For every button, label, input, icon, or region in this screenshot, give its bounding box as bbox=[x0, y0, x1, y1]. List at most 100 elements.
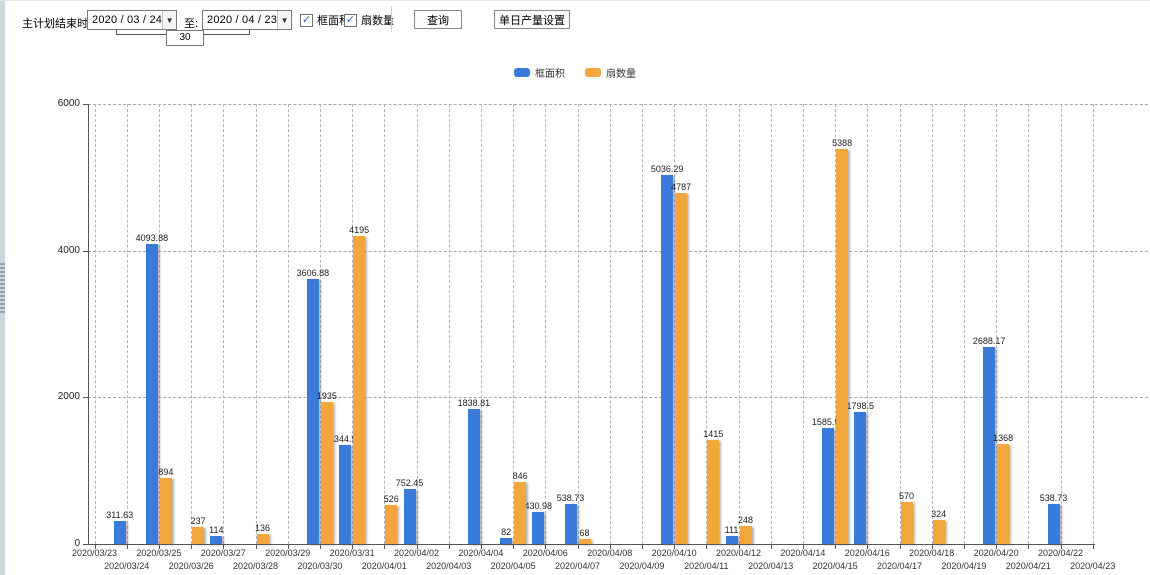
bar-value-label: 1344.95 bbox=[328, 434, 362, 444]
y-axis bbox=[88, 104, 89, 544]
bar bbox=[385, 505, 398, 544]
x-axis-tick bbox=[158, 545, 160, 549]
bar bbox=[514, 482, 527, 544]
bar bbox=[159, 478, 172, 544]
query-button[interactable]: 查询 bbox=[414, 10, 462, 29]
chevron-down-icon[interactable]: ▼ bbox=[162, 11, 176, 29]
x-axis-tick bbox=[545, 545, 547, 549]
grid-line-v bbox=[480, 104, 482, 544]
x-axis-tick bbox=[867, 545, 869, 549]
legend-label: 框面积 bbox=[535, 69, 565, 80]
x-tick-label: 2020/04/17 bbox=[876, 561, 923, 571]
bar bbox=[900, 502, 913, 544]
grid-line-h bbox=[88, 104, 1148, 105]
legend-item-sash-count[interactable]: 扇数量 bbox=[585, 65, 636, 80]
end-date-picker[interactable]: 2020 / 04 / 23 ▼ bbox=[202, 10, 292, 30]
legend-label: 扇数量 bbox=[606, 69, 636, 80]
x-axis-tick bbox=[802, 545, 804, 549]
x-axis-tick bbox=[577, 545, 579, 549]
bar-value-label: 526 bbox=[383, 494, 399, 504]
grid-line-v bbox=[1028, 104, 1030, 544]
bar bbox=[997, 444, 1010, 544]
bar-value-label: 846 bbox=[512, 471, 528, 481]
x-axis-tick bbox=[287, 545, 289, 549]
frame-area-checkbox-label: 框面积 bbox=[317, 15, 350, 27]
x-tick-label: 2020/03/31 bbox=[329, 548, 375, 558]
toolbar-divider bbox=[391, 6, 392, 32]
bar-value-label: 752.45 bbox=[395, 478, 424, 488]
grid-line-v bbox=[545, 104, 547, 544]
x-axis-tick bbox=[1028, 545, 1030, 549]
bar bbox=[675, 193, 688, 544]
x-tick-label: 2020/03/25 bbox=[136, 548, 182, 558]
bar bbox=[578, 539, 591, 544]
x-tick-label: 2020/03/24 bbox=[104, 561, 150, 571]
x-tick-label: 2020/03/23 bbox=[71, 548, 118, 558]
bar bbox=[1047, 504, 1060, 544]
grid-line-v bbox=[899, 104, 901, 544]
x-axis-tick bbox=[223, 545, 225, 549]
x-tick-label: 2020/04/23 bbox=[1070, 561, 1116, 571]
x-axis-tick bbox=[448, 545, 450, 549]
bar bbox=[822, 428, 835, 544]
x-tick-label: 2020/04/12 bbox=[715, 548, 762, 558]
x-axis-tick bbox=[609, 545, 611, 549]
bar-value-label: 1415 bbox=[703, 429, 724, 439]
bar bbox=[467, 409, 480, 544]
bar-value-label: 237 bbox=[190, 516, 206, 526]
interval-days-input[interactable]: 30 bbox=[166, 30, 204, 46]
x-tick-label: 2020/03/27 bbox=[200, 548, 246, 558]
grid-line-v bbox=[255, 104, 257, 544]
grid-line-v bbox=[835, 104, 837, 544]
bar-value-label: 4093.88 bbox=[135, 233, 169, 243]
x-tick-label: 2020/03/26 bbox=[168, 561, 214, 571]
grid-line-v bbox=[641, 104, 643, 544]
x-tick-label: 2020/04/06 bbox=[522, 548, 568, 558]
x-axis-tick bbox=[352, 545, 354, 549]
y-axis-tick bbox=[83, 397, 88, 399]
bar bbox=[564, 504, 577, 544]
bar bbox=[113, 521, 126, 544]
sash-count-checkbox[interactable]: ✓ 扇数量 bbox=[344, 12, 394, 28]
start-date-picker[interactable]: 2020 / 03 / 24 ▼ bbox=[87, 10, 177, 30]
splitter-grip[interactable] bbox=[0, 263, 5, 315]
left-dock-strip bbox=[0, 1, 5, 575]
legend-item-frame-area[interactable]: 框面积 bbox=[514, 65, 565, 80]
x-axis-tick bbox=[770, 545, 772, 549]
x-axis-tick bbox=[94, 545, 96, 549]
x-axis-tick bbox=[963, 545, 965, 549]
frame-area-checkbox[interactable]: ✓ 框面积 bbox=[300, 12, 350, 28]
grid-line-v bbox=[996, 104, 998, 544]
x-tick-label: 2020/04/09 bbox=[619, 561, 665, 571]
date-range-to-label: 至: bbox=[184, 18, 199, 30]
x-tick-label: 2020/03/29 bbox=[265, 548, 311, 558]
x-axis-tick bbox=[1092, 545, 1094, 549]
x-tick-label: 2020/04/05 bbox=[490, 561, 536, 571]
y-axis-tick bbox=[83, 250, 88, 252]
chevron-down-icon[interactable]: ▼ bbox=[277, 11, 291, 29]
x-tick-label: 2020/04/14 bbox=[780, 548, 826, 558]
grid-line-v bbox=[706, 104, 708, 544]
bar bbox=[739, 526, 752, 544]
x-axis-tick bbox=[1060, 545, 1062, 549]
bar-value-label: 894 bbox=[158, 467, 174, 477]
bar bbox=[836, 149, 849, 544]
bar bbox=[725, 536, 738, 544]
sash-count-checkbox-label: 扇数量 bbox=[361, 15, 394, 27]
x-axis-tick bbox=[674, 545, 676, 549]
bar bbox=[210, 536, 223, 544]
bar-value-label: 1935 bbox=[316, 391, 337, 401]
grid-line-v bbox=[1092, 104, 1094, 544]
daily-output-settings-button[interactable]: 单日产量设置 bbox=[494, 10, 570, 29]
bar-value-label: 5388 bbox=[832, 138, 853, 148]
grid-line-v bbox=[158, 104, 160, 544]
x-axis-tick bbox=[384, 545, 386, 549]
grid-line-v bbox=[931, 104, 933, 544]
bar-value-label: 68 bbox=[579, 528, 590, 538]
bar bbox=[403, 489, 416, 544]
bar-value-label: 4787 bbox=[671, 182, 692, 192]
x-tick-label: 2020/04/22 bbox=[1037, 548, 1084, 558]
bar-value-label: 248 bbox=[737, 515, 754, 525]
grid-line-v bbox=[94, 104, 96, 544]
